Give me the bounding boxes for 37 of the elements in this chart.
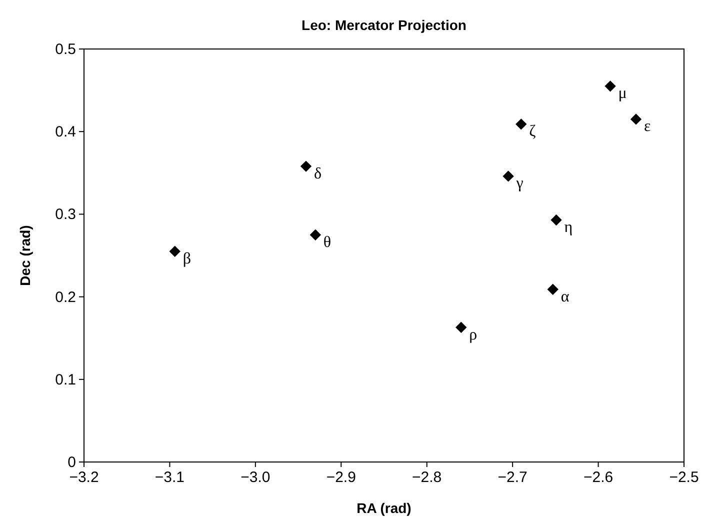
x-tick-label: −2.6 [583,469,614,486]
y-tick-label: 0.4 [55,124,76,141]
annotation: ζ [529,123,536,140]
point [456,322,467,333]
x-tick-label: −3.2 [69,469,99,486]
y-tick-label: 0.2 [55,288,76,306]
annotation: α [560,288,570,306]
point [516,118,527,130]
x-tick-label: −2.7 [498,469,528,486]
x-tick-label: −2.5 [669,469,699,486]
chart-title: Leo: Mercator Projection [302,17,466,33]
annotation: μ [618,85,627,102]
point [604,80,616,92]
annotation: η [564,218,573,236]
annotation: ε [644,118,651,136]
y-tick-label: 0.1 [55,371,76,388]
x-tick-label: −3.0 [240,469,270,486]
point [300,160,312,172]
y-axis-title: Dec (rad) [17,225,33,286]
x-axis-title: RA (rad) [356,500,412,516]
annotation: θ [323,234,332,251]
point [550,214,562,226]
point [547,284,558,295]
y-tick-label: 0.5 [55,41,76,58]
annotation: δ [314,165,322,182]
x-tick-label: −2.9 [326,469,356,486]
point [630,114,642,125]
point [169,246,180,257]
annotation: ρ [469,326,478,344]
point [502,170,514,182]
annotation: γ [515,175,524,192]
y-tick-label: 0 [68,454,76,471]
x-tick-label: −2.8 [412,469,442,486]
x-tick-label: −3.1 [154,469,185,486]
annotation: β [182,250,191,268]
y-tick-label: 0.3 [55,206,76,224]
point [310,229,322,240]
